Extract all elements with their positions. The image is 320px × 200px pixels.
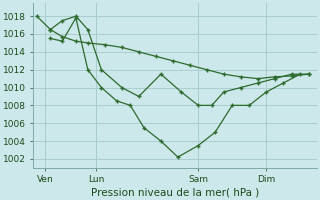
X-axis label: Pression niveau de la mer( hPa ): Pression niveau de la mer( hPa ) bbox=[91, 187, 260, 197]
